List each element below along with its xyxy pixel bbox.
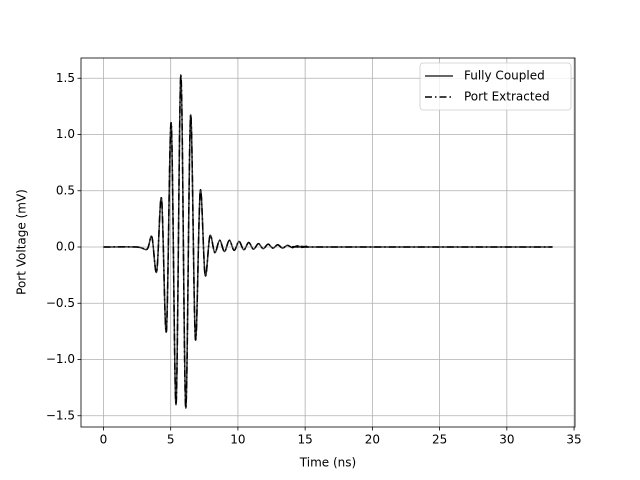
legend-label: Fully Coupled <box>464 69 545 83</box>
x-tick-label: 25 <box>432 433 447 447</box>
y-tick-label: 0.0 <box>56 240 75 254</box>
legend-label: Port Extracted <box>464 90 550 104</box>
plot-frame <box>80 57 576 428</box>
y-tick-label: −0.5 <box>46 296 75 310</box>
data-line <box>103 74 553 409</box>
x-axis-label: Time (ns) <box>299 456 356 470</box>
y-tick-label: −1.5 <box>46 408 75 422</box>
x-tick-label: 35 <box>566 433 581 447</box>
x-tick-label: 10 <box>230 433 245 447</box>
legend-box <box>419 62 572 111</box>
x-tick-label: 5 <box>167 433 175 447</box>
x-tick-label: 15 <box>298 433 313 447</box>
y-tick-label: −1.0 <box>46 352 75 366</box>
x-tick-label: 20 <box>365 433 380 447</box>
x-tick-label: 30 <box>499 433 514 447</box>
y-tick-label: 0.5 <box>56 183 75 197</box>
y-tick-label: 1.5 <box>56 71 75 85</box>
y-axis-label: Port Voltage (mV) <box>15 189 29 295</box>
x-tick-label: 0 <box>100 433 108 447</box>
y-tick-label: 1.0 <box>56 127 75 141</box>
